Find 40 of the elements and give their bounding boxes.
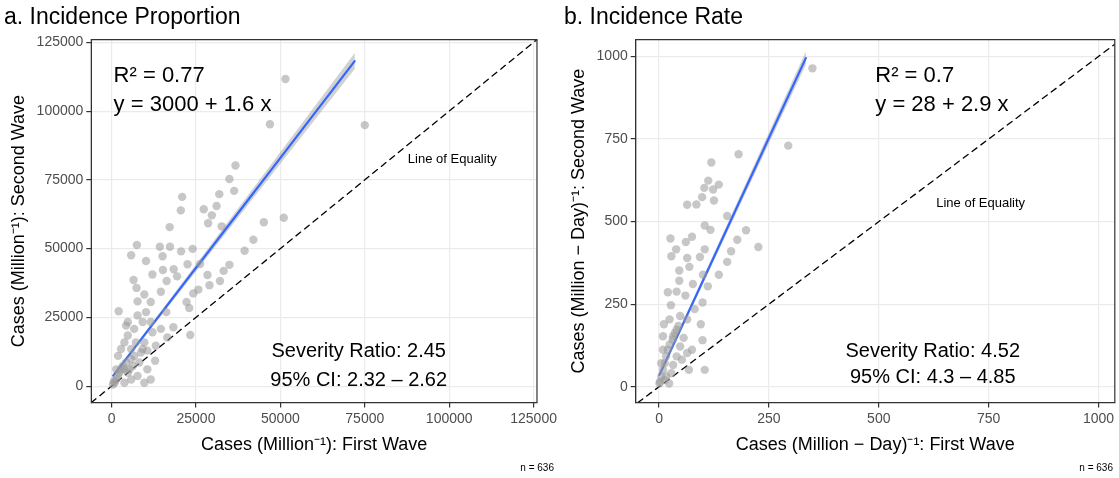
- annotation: R² = 0.7: [875, 61, 955, 87]
- y-tick-label: 100000: [36, 101, 84, 118]
- y-axis-title: Cases (Million⁻¹): Second Wave: [7, 94, 28, 348]
- x-tick-label: 25000: [176, 409, 216, 426]
- x-tick-label: 0: [655, 409, 664, 426]
- annotation: 95% CI: 4.3 – 4.85: [849, 364, 1016, 387]
- x-axis-title: Cases (Million⁻¹): First Wave: [200, 434, 428, 455]
- x-tick-label: 250: [757, 409, 781, 426]
- y-tick-label: 75000: [44, 170, 84, 187]
- y-tick-label: 0: [619, 377, 628, 394]
- x-tick-label: 500: [867, 409, 891, 426]
- annotation: Line of Equality: [407, 150, 498, 166]
- x-tick-label: 750: [976, 409, 1001, 426]
- x-axis-title: Cases (Million − Day)⁻¹: First Wave: [735, 434, 1015, 455]
- annotation: R² = 0.77: [113, 61, 205, 87]
- chart-title: a. Incidence Proportion: [4, 3, 241, 30]
- x-tick-label: 0: [107, 409, 116, 426]
- y-tick-label: 250: [604, 295, 628, 312]
- y-tick-label: 50000: [44, 239, 84, 256]
- y-tick-label: 750: [604, 129, 628, 146]
- y-tick-label: 25000: [44, 308, 84, 325]
- y-tick-label: 500: [604, 212, 628, 229]
- y-tick-label: 1000: [596, 47, 628, 64]
- x-tick-label: 50000: [260, 409, 301, 426]
- annotation: Line of Equality: [936, 194, 1026, 210]
- x-tick-label: 125000: [510, 409, 558, 426]
- text: n = 636: [520, 461, 555, 473]
- y-tick-label: 0: [75, 376, 84, 393]
- y-axis-title: Cases (Million − Day)⁻¹: Second Wave: [567, 68, 588, 374]
- annotation: 95% CI: 2.32 – 2.62: [270, 368, 448, 391]
- annotation: Severity Ratio: 2.45: [271, 339, 446, 362]
- annotation: y = 28 + 2.9 x: [875, 91, 1009, 116]
- annotation: y = 3000 + 1.6 x: [113, 91, 272, 116]
- x-tick-label: 100000: [425, 409, 473, 426]
- x-tick-label: 1000: [1082, 409, 1115, 426]
- y-tick-label: 125000: [36, 33, 84, 50]
- annotation: Severity Ratio: 4.52: [845, 339, 1021, 362]
- chart-title: b. Incidence Rate: [564, 3, 744, 30]
- text: n = 636: [1079, 461, 1114, 473]
- x-tick-label: 75000: [345, 409, 385, 426]
